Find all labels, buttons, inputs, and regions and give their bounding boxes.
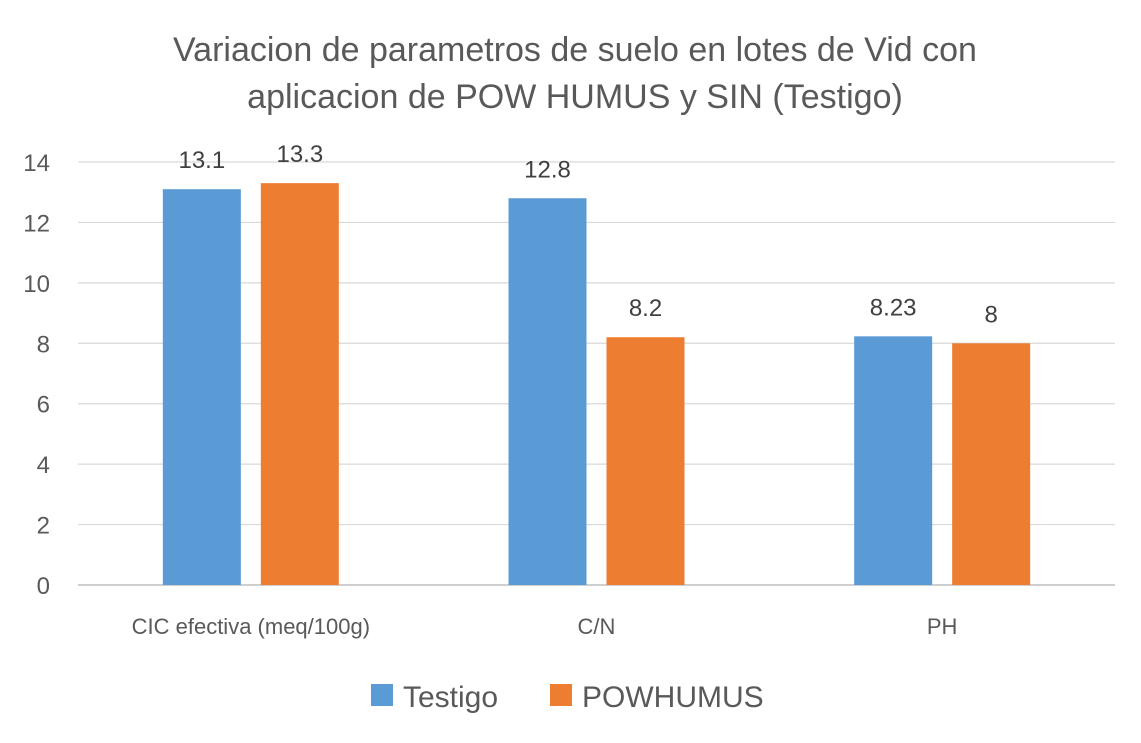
- y-tick-label: 8: [37, 331, 50, 358]
- data-label: 12.8: [524, 156, 571, 183]
- legend-label-testigo: Testigo: [403, 681, 498, 714]
- legend: Testigo POWHUMUS: [371, 681, 764, 714]
- y-tick-label: 14: [23, 150, 50, 177]
- legend-label-powhumus: POWHUMUS: [582, 681, 764, 714]
- gridlines: [78, 161, 1115, 586]
- y-tick-label: 4: [37, 452, 50, 479]
- legend-swatch-testigo: [371, 684, 393, 706]
- data-label: 8.2: [629, 295, 662, 322]
- data-labels: 13.1 13.3 12.8 8.2 8.23 8: [178, 141, 997, 328]
- bars: [162, 183, 1031, 585]
- y-tick-label: 2: [37, 513, 50, 540]
- data-label: 13.3: [276, 141, 323, 168]
- bar-powhumus: [952, 343, 1031, 585]
- y-tick-label: 10: [23, 271, 50, 298]
- bar-testigo: [162, 189, 241, 585]
- x-axis-categories: CIC efectiva (meq/100g) C/N PH: [132, 614, 958, 639]
- y-tick-label: 0: [37, 573, 50, 600]
- data-label: 8.23: [870, 294, 917, 321]
- data-label: 13.1: [178, 147, 225, 174]
- x-category-label: CIC efectiva (meq/100g): [132, 614, 370, 639]
- y-tick-label: 6: [37, 392, 50, 419]
- bar-testigo: [854, 336, 933, 585]
- bar-powhumus: [606, 337, 685, 585]
- bar-powhumus: [260, 183, 339, 585]
- chart-title: Variacion de parametros de suelo en lote…: [173, 31, 977, 116]
- chart-title-line-1: Variacion de parametros de suelo en lote…: [173, 31, 977, 69]
- y-axis-ticks: 0 2 4 6 8 10 12 14: [23, 150, 50, 600]
- legend-swatch-powhumus: [550, 684, 572, 706]
- x-category-label: C/N: [578, 614, 616, 639]
- y-tick-label: 12: [23, 210, 50, 237]
- data-label: 8: [984, 301, 997, 328]
- chart-title-line-2: aplicacion de POW HUMUS y SIN (Testigo): [247, 78, 903, 116]
- bar-testigo: [508, 198, 587, 585]
- x-category-label: PH: [927, 614, 958, 639]
